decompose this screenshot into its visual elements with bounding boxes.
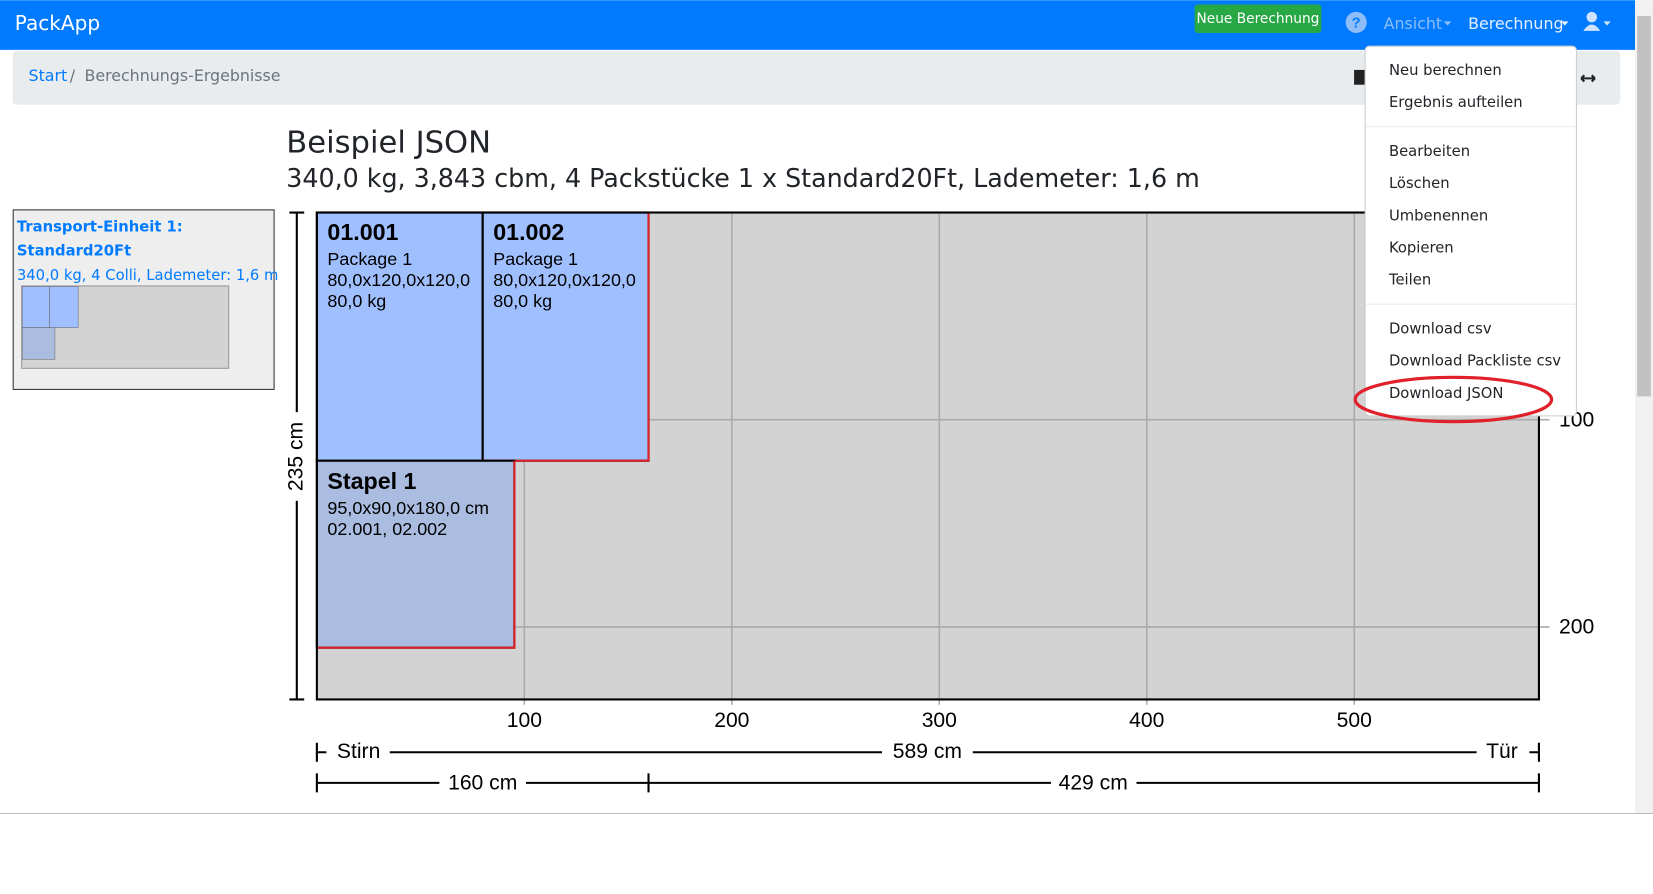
container-outline bbox=[315, 211, 1540, 701]
package-box[interactable] bbox=[481, 211, 650, 462]
x-tick-label: 500 bbox=[1337, 709, 1372, 732]
x-tick-label: 100 bbox=[507, 709, 542, 732]
scrollbar-thumb[interactable] bbox=[1637, 16, 1651, 397]
length-start: Stirn bbox=[337, 740, 380, 763]
dropdown-item[interactable]: Bearbeiten bbox=[1389, 143, 1470, 160]
expand-icon[interactable] bbox=[1580, 74, 1596, 83]
package-id: 01.001 bbox=[327, 219, 398, 245]
length-value: 589 cm bbox=[893, 740, 962, 763]
length-end: Tür bbox=[1486, 740, 1518, 763]
stack-id: Stapel 1 bbox=[327, 468, 416, 494]
print-icon[interactable] bbox=[1354, 69, 1365, 85]
new-button-label[interactable]: Neue Berechnung bbox=[1197, 11, 1320, 27]
unit-type[interactable]: Standard20Ft bbox=[17, 243, 131, 260]
dropdown-item[interactable]: Neu berechnen bbox=[1389, 62, 1502, 79]
thumbnail-box bbox=[21, 327, 56, 360]
height-label: 235 cm bbox=[284, 422, 307, 491]
help-icon[interactable] bbox=[1345, 11, 1367, 33]
package-dims: 80,0x120,0x120,0 cm bbox=[493, 270, 665, 290]
stack-outline bbox=[316, 460, 516, 649]
x-tick-label: 300 bbox=[922, 709, 957, 732]
result-title: Beispiel JSON bbox=[286, 125, 491, 160]
segment-label: 160 cm bbox=[448, 772, 517, 795]
dropdown-item[interactable]: Löschen bbox=[1389, 175, 1450, 192]
breadcrumb bbox=[12, 50, 1621, 105]
package-dims: 80,0x120,0x120,0 cm bbox=[327, 270, 499, 290]
unit-info[interactable]: 340,0 kg, 4 Colli, Lademeter: 1,6 m bbox=[17, 267, 279, 284]
dropdown-item[interactable]: Umbenennen bbox=[1389, 207, 1488, 224]
breadcrumb-separator: / bbox=[70, 66, 76, 85]
result-summary: 340,0 kg, 3,843 cbm, 4 Packstücke 1 x St… bbox=[286, 163, 1200, 193]
brand[interactable]: PackApp bbox=[15, 11, 100, 35]
segment-label: 429 cm bbox=[1059, 772, 1128, 795]
package-weight: 80,0 kg bbox=[493, 291, 552, 311]
dropdown-item[interactable]: Download JSON bbox=[1389, 385, 1503, 402]
length-dimension bbox=[315, 742, 1540, 762]
unit-title[interactable]: Transport-Einheit 1: bbox=[17, 218, 183, 235]
package-id: 01.002 bbox=[493, 219, 564, 245]
highlight-ellipse bbox=[1353, 375, 1554, 424]
caret bbox=[1561, 21, 1569, 26]
thumbnail-box bbox=[49, 286, 79, 328]
stack-contents: 02.001, 02.002 bbox=[327, 519, 447, 539]
x-tick-label: 400 bbox=[1129, 709, 1164, 732]
new-button[interactable] bbox=[1194, 4, 1322, 33]
dropdown-item[interactable]: Ergebnis aufteilen bbox=[1389, 94, 1523, 111]
user-icon-body bbox=[1583, 24, 1601, 31]
y-tick-label: 200 bbox=[1559, 616, 1594, 639]
user-icon[interactable] bbox=[1586, 11, 1598, 23]
package-weight: 80,0 kg bbox=[327, 291, 386, 311]
package-name: Package 1 bbox=[493, 249, 578, 269]
caret bbox=[1443, 21, 1452, 26]
package-outline bbox=[482, 212, 650, 462]
dropdown-items: Neu berechnen Ergebnis aufteilen Bearbeite… bbox=[1365, 62, 1576, 402]
package-name: Package 1 bbox=[327, 249, 412, 269]
x-tick-label: 200 bbox=[714, 709, 749, 732]
dropdown-menu bbox=[1364, 45, 1577, 417]
segment-dimension bbox=[315, 773, 1540, 793]
calc-menu[interactable]: Berechnung bbox=[1468, 14, 1563, 33]
breadcrumb-current: Berechnungs-Ergebnisse bbox=[84, 66, 280, 85]
height-dimension bbox=[289, 211, 305, 701]
breadcrumb-link[interactable]: Start bbox=[29, 66, 68, 85]
thumbnail-box bbox=[21, 286, 50, 328]
dropdown-item[interactable]: Teilen bbox=[1388, 272, 1431, 289]
dropdown-item[interactable]: Kopieren bbox=[1389, 239, 1454, 256]
caret bbox=[1603, 21, 1611, 26]
dropdown-item[interactable]: Download csv bbox=[1389, 321, 1492, 338]
stack-dims: 95,0x90,0x180,0 cm bbox=[327, 498, 489, 518]
dropdown-item[interactable]: Download Packliste csv bbox=[1389, 353, 1561, 370]
help-icon-glyph: ? bbox=[1352, 15, 1361, 31]
view-menu[interactable]: Ansicht bbox=[1384, 14, 1442, 33]
